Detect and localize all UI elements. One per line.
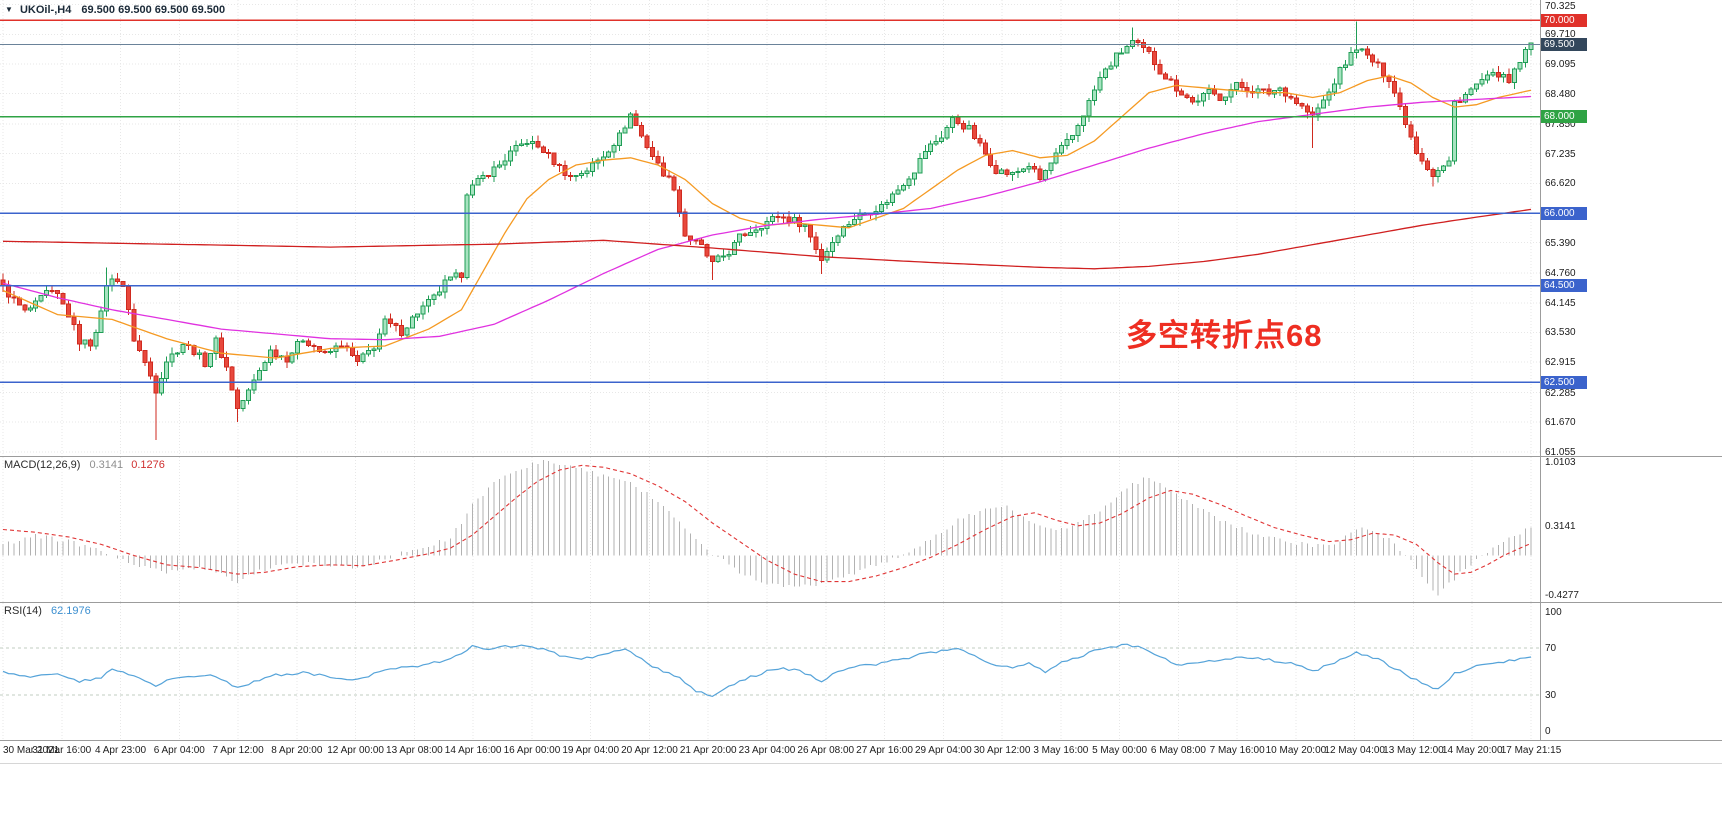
time-axis-label: 23 Apr 04:00: [738, 745, 796, 756]
price-scale-badge: 69.500: [1541, 37, 1587, 51]
price-scale-label: 70.325: [1545, 1, 1576, 12]
time-axis-separator[interactable]: [0, 740, 1722, 741]
rsi-scale-label: 0: [1545, 725, 1551, 737]
macd-label: MACD(12,26,9) 0.3141 0.1276: [4, 459, 165, 471]
pane-separator-macd[interactable]: [0, 456, 1722, 457]
price-scale-label: 62.915: [1545, 357, 1576, 369]
macd-scale-label: 0.3141: [1545, 521, 1576, 533]
time-axis-label: 13 May 12:00: [1383, 745, 1444, 756]
price-scale-label: 67.235: [1545, 148, 1576, 160]
time-axis-label: 8 Apr 20:00: [271, 745, 323, 756]
time-axis-label: 29 Apr 04:00: [914, 745, 972, 756]
time-axis-label: 26 Apr 08:00: [797, 745, 855, 756]
macd-scale-label: 1.0103: [1545, 456, 1576, 468]
rsi-value: 62.1976: [50, 605, 91, 617]
time-axis-label: 30 Mar 2021: [3, 745, 60, 756]
symbol-ohlc-values: 69.500 69.500 69.500 69.500: [81, 4, 226, 16]
time-axis-label: 14 May 20:00: [1441, 745, 1503, 756]
rsi-scale-label: 70: [1545, 642, 1557, 654]
price-scale[interactable]: 70.325 69.710 69.095 68.480 67.850 67.235 66.6…: [1540, 0, 1722, 741]
symbol-timeframe-label: UKOil-,H4: [19, 4, 72, 16]
price-scale-badge: 66.000: [1541, 206, 1587, 220]
chart-annotation-text[interactable]: 多空转折点68: [1126, 318, 1323, 353]
price-scale-badge: 68.000: [1541, 110, 1587, 124]
price-scale-label: 64.760: [1545, 268, 1576, 280]
time-axis-label: 30 Apr 12:00: [973, 745, 1031, 756]
macd-pane[interactable]: MACD(12,26,9) 0.3141 0.1276: [0, 457, 1540, 602]
macd-main-value: 0.3141: [89, 459, 124, 471]
time-axis-label: 6 May 08:00: [1150, 745, 1206, 756]
time-axis-label: 17 May 21:15: [1500, 745, 1562, 756]
rsi-scale-label: 30: [1545, 690, 1557, 702]
macd-chart[interactable]: [0, 457, 1540, 602]
time-axis-label: 10 May 20:00: [1265, 745, 1327, 756]
time-axis-label: 21 Apr 20:00: [679, 745, 737, 756]
price-scale-label: 61.670: [1545, 417, 1576, 429]
rsi-pane[interactable]: RSI(14) 62.1976: [0, 603, 1540, 740]
price-scale-label: 63.530: [1545, 327, 1576, 339]
time-axis-label: 3 May 16:00: [1033, 745, 1089, 756]
price-scale-badge: 70.000: [1541, 13, 1587, 27]
price-scale-badge: 64.500: [1541, 279, 1587, 293]
price-scale-label: 66.620: [1545, 178, 1576, 190]
time-axis-label: 27 Apr 16:00: [856, 745, 913, 756]
time-axis-label: 19 Apr 04:00: [562, 745, 620, 756]
price-scale-label: 62.285: [1545, 387, 1576, 399]
time-axis-label: 6 Apr 04:00: [153, 745, 205, 756]
rsi-label: RSI(14) 62.1976: [4, 605, 91, 617]
time-axis-label: 20 Apr 12:00: [621, 745, 678, 756]
price-scale-badge: 62.500: [1541, 375, 1587, 389]
time-axis-label: 5 May 00:00: [1092, 745, 1148, 756]
symbol-info-bar: ▼ UKOil-,H4 69.500 69.500 69.500 69.500: [5, 4, 225, 16]
macd-scale-label: -0.4277: [1545, 590, 1579, 602]
pane-separator-rsi[interactable]: [0, 602, 1722, 603]
price-scale-label: 68.480: [1545, 88, 1576, 100]
symbol-dropdown-icon[interactable]: ▼: [5, 5, 13, 14]
price-scale-label: 61.055: [1545, 446, 1576, 458]
time-axis-label: 13 Apr 08:00: [386, 745, 443, 756]
time-axis[interactable]: 30 Mar 2021 31 Mar 16:00 4 Apr 23:00 6 Apr …: [0, 741, 1722, 763]
rsi-chart[interactable]: [0, 603, 1540, 740]
macd-name: MACD(12,26,9): [4, 459, 81, 471]
time-axis-label: 12 May 04:00: [1324, 745, 1385, 756]
time-axis-label: 7 Apr 12:00: [212, 745, 264, 756]
time-axis-label: 4 Apr 23:00: [94, 745, 147, 756]
time-axis-label: 14 Apr 16:00: [444, 745, 502, 756]
rsi-scale-label: 100: [1545, 607, 1562, 619]
macd-signal-value: 0.1276: [131, 459, 165, 471]
price-scale-label: 67.850: [1545, 119, 1576, 130]
rsi-name: RSI(14): [4, 605, 42, 617]
time-axis-label: 31 Mar 16:00: [32, 745, 92, 756]
price-scale-label: 65.390: [1545, 237, 1576, 249]
time-axis-label: 16 Apr 00:00: [503, 745, 561, 756]
price-scale-label: 64.145: [1545, 297, 1576, 309]
price-scale-label: 69.095: [1545, 58, 1576, 70]
main-chart-pane[interactable]: ▼ UKOil-,H4 69.500 69.500 69.500 69.500 …: [0, 0, 1540, 456]
time-axis-label: 7 May 16:00: [1209, 745, 1265, 756]
time-axis-label: 12 Apr 00:00: [327, 745, 384, 756]
price-scale-label: 69.710: [1545, 29, 1576, 41]
candlestick-chart[interactable]: [0, 0, 1540, 456]
bottom-divider: [0, 763, 1722, 764]
